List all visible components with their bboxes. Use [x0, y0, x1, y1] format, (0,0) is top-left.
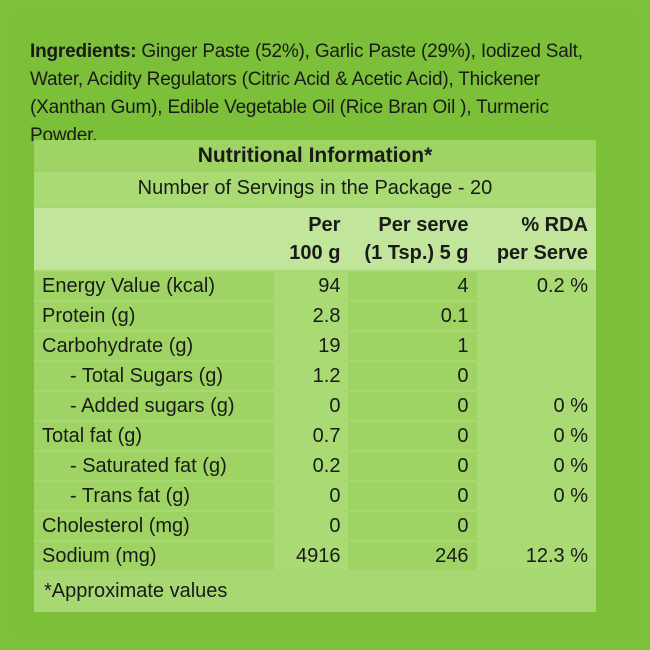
table-row: Energy Value (kcal) 94 4 0.2 %: [34, 272, 596, 300]
footnote: *Approximate values: [44, 580, 228, 602]
per100-value: 0.2: [274, 452, 349, 480]
per100-value: 19: [274, 332, 349, 360]
serve-value: 0: [348, 362, 477, 390]
nutrient-name: Protein (g): [34, 302, 275, 330]
per100-line2: 100 g: [289, 242, 341, 264]
nutrition-panel: Nutritional Information* Number of Servi…: [34, 140, 596, 612]
table-row: Carbohydrate (g) 19 1: [34, 332, 596, 360]
column-header-row: Per 100 g Per serve (1 Tsp.) 5 g % RDA per …: [34, 208, 596, 270]
table-row: Cholesterol (mg) 0 0: [34, 512, 596, 540]
column-header-rda: % RDA per Serve: [476, 208, 596, 270]
per100-line1: Per: [308, 214, 341, 236]
rda-line1: % RDA: [521, 214, 588, 236]
serve-value: 0: [348, 452, 477, 480]
ingredients-list: Ginger Paste (52%), Garlic Paste (29%), …: [30, 41, 583, 146]
nutrient-name: Carbohydrate (g): [34, 332, 275, 360]
serve-value: 0: [348, 392, 477, 420]
column-header-per-100g: Per 100 g: [274, 208, 349, 270]
column-header-nutrient: [34, 208, 275, 270]
rda-value: 0.2 %: [476, 272, 596, 300]
table-row: - Total Sugars (g) 1.2 0: [34, 362, 596, 390]
nutrient-name: - Saturated fat (g): [34, 452, 275, 480]
per100-value: 94: [274, 272, 349, 300]
table-row: - Trans fat (g) 0 0 0 %: [34, 482, 596, 510]
column-header-per-serve: Per serve (1 Tsp.) 5 g: [348, 208, 477, 270]
serve-value: 1: [348, 332, 477, 360]
table-row: Total fat (g) 0.7 0 0 %: [34, 422, 596, 450]
nutrient-name: Sodium (mg): [34, 542, 275, 570]
rda-value: 0 %: [476, 452, 596, 480]
nutrient-name: Total fat (g): [34, 422, 275, 450]
per100-value: 0: [274, 482, 349, 510]
rda-value: 12.3 %: [476, 542, 596, 570]
rda-value: [476, 332, 596, 360]
serve-value: 0.1: [348, 302, 477, 330]
per100-value: 0: [274, 512, 349, 540]
per100-value: 0.7: [274, 422, 349, 450]
table-row: Sodium (mg) 4916 246 12.3 %: [34, 542, 596, 570]
rda-value: [476, 302, 596, 330]
rda-value: [476, 362, 596, 390]
nutrient-name: Cholesterol (mg): [34, 512, 275, 540]
table-row: Protein (g) 2.8 0.1: [34, 302, 596, 330]
nutrient-name: - Total Sugars (g): [34, 362, 275, 390]
nutrient-name: - Trans fat (g): [34, 482, 275, 510]
perserve-line2: (1 Tsp.) 5 g: [364, 242, 469, 264]
per100-value: 2.8: [274, 302, 349, 330]
ingredients-label: Ingredients:: [30, 41, 137, 62]
ingredients-text: Ingredients: Ginger Paste (52%), Garlic …: [30, 38, 620, 150]
serve-value: 0: [348, 422, 477, 450]
rda-line2: per Serve: [496, 242, 588, 264]
rda-value: 0 %: [476, 422, 596, 450]
serve-value: 0: [348, 482, 477, 510]
nutrient-name: - Added sugars (g): [34, 392, 275, 420]
perserve-line1: Per serve: [378, 214, 469, 236]
rda-value: 0 %: [476, 482, 596, 510]
serve-value: 246: [348, 542, 477, 570]
rda-value: 0 %: [476, 392, 596, 420]
servings-line: Number of Servings in the Package - 20: [34, 172, 596, 204]
per100-value: 4916: [274, 542, 349, 570]
serve-value: 0: [348, 512, 477, 540]
serve-value: 4: [348, 272, 477, 300]
table-row: - Added sugars (g) 0 0 0 %: [34, 392, 596, 420]
nutrition-table: Per 100 g Per serve (1 Tsp.) 5 g % RDA per …: [34, 206, 596, 572]
per100-value: 0: [274, 392, 349, 420]
rda-value: [476, 512, 596, 540]
table-row: - Saturated fat (g) 0.2 0 0 %: [34, 452, 596, 480]
nutrition-title: Nutritional Information*: [34, 140, 596, 172]
per100-value: 1.2: [274, 362, 349, 390]
nutrient-name: Energy Value (kcal): [34, 272, 275, 300]
